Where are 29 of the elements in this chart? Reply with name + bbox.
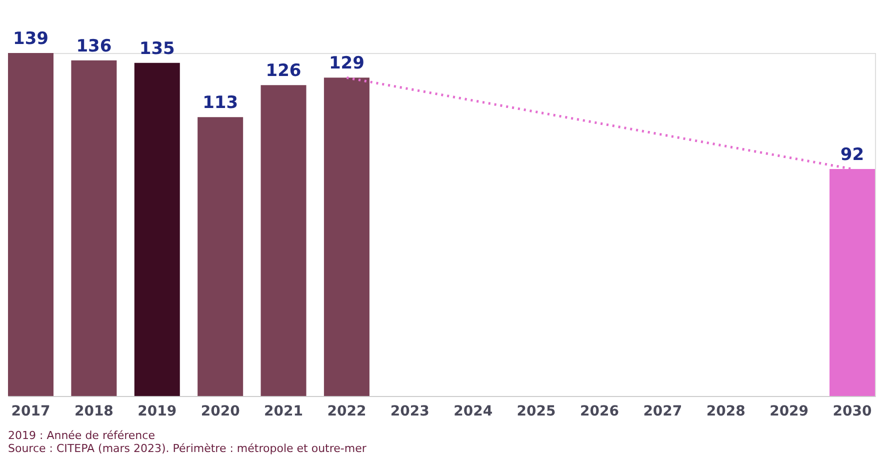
x-tick-label: 2030 bbox=[832, 404, 872, 420]
data-label: 92 bbox=[840, 144, 864, 165]
x-tick-label: 2022 bbox=[327, 404, 366, 420]
x-tick-label: 2021 bbox=[264, 404, 304, 420]
data-label: 126 bbox=[266, 61, 302, 82]
bar bbox=[71, 60, 117, 396]
data-label: 129 bbox=[328, 54, 364, 74]
x-tick-label: 2024 bbox=[454, 404, 493, 420]
bar bbox=[260, 85, 306, 396]
x-tick-label: 2028 bbox=[706, 404, 746, 420]
text: 2019 : Année de référence bbox=[8, 429, 156, 442]
bar bbox=[8, 53, 54, 396]
data-label: 136 bbox=[76, 36, 112, 56]
x-tick-label: 2027 bbox=[643, 404, 682, 420]
source-note: Source : CITEPA (mars 2023). Périmètre : métropole et outre-mer bbox=[8, 442, 367, 455]
x-tick-label: 2023 bbox=[390, 404, 430, 420]
bar bbox=[198, 117, 244, 396]
x-tick-label: 2017 bbox=[11, 404, 50, 420]
data-label: 135 bbox=[139, 38, 175, 59]
x-tick-label: 2019 bbox=[138, 404, 177, 420]
bar bbox=[134, 62, 180, 396]
bar bbox=[324, 78, 370, 396]
data-label: 113 bbox=[202, 93, 238, 114]
x-tick-label: 2025 bbox=[516, 404, 556, 420]
x-tick-label: 2018 bbox=[74, 404, 114, 420]
x-tick-label: 2020 bbox=[200, 404, 240, 420]
x-tick-label: 2026 bbox=[580, 404, 619, 420]
data-label: 139 bbox=[13, 29, 48, 49]
x-tick-label: 2029 bbox=[770, 404, 809, 420]
